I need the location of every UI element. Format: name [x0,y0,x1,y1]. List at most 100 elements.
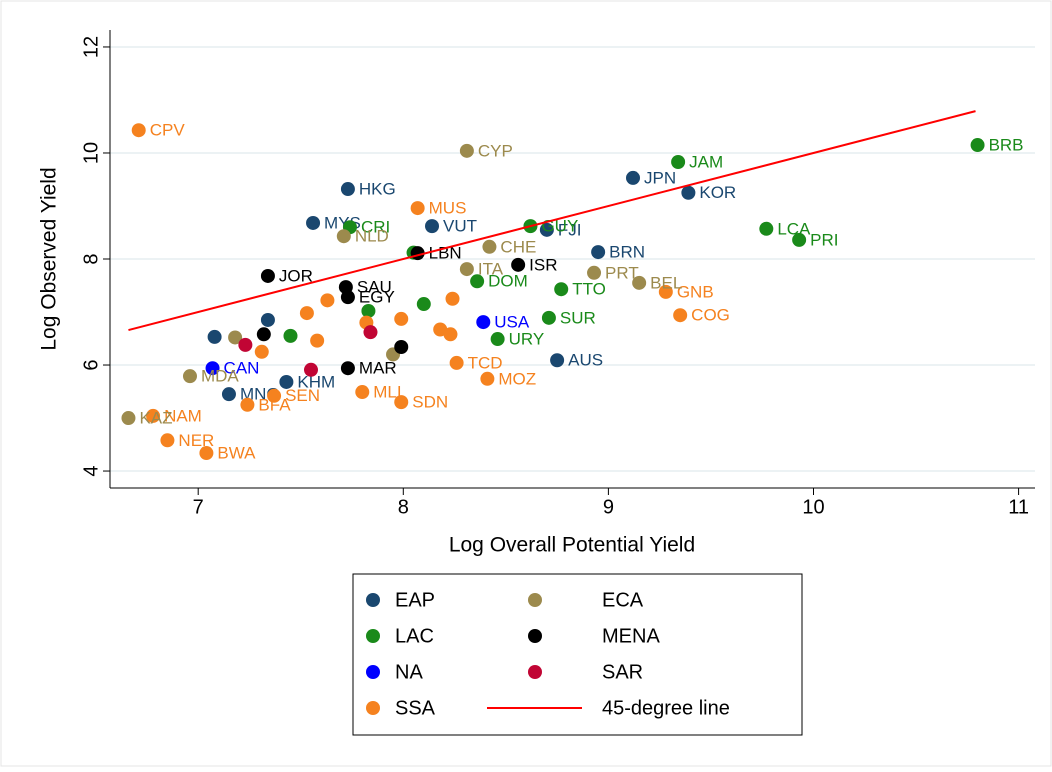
point-label: KAZ [139,409,172,428]
point [121,411,136,426]
point-label: SEN [285,386,320,405]
point [240,397,255,412]
point [587,265,602,280]
point-label: VUT [443,217,477,236]
point-label: AUS [568,351,603,370]
point-label: HKG [359,180,396,199]
legend-marker [366,701,380,715]
point-label: BRB [989,136,1024,155]
point [410,201,425,216]
point-label: USA [494,313,530,332]
point-label: MDA [201,367,239,386]
point-label: JPN [644,168,676,187]
point [199,446,214,461]
point-label: PRI [810,230,838,249]
y-tick-label: 8 [80,253,102,264]
point-label: NLD [355,227,389,246]
point [363,325,378,340]
point [480,371,495,386]
point [792,232,807,247]
point-label: ITA [478,260,504,279]
point-label: LBN [429,244,462,263]
point-label: BEL [650,273,682,292]
point [541,310,556,325]
point-label: CHE [500,237,536,256]
x-tick-label: 9 [603,496,614,518]
point [340,361,355,376]
point [550,353,565,368]
point [260,312,275,327]
point-label: LCA [777,219,811,238]
point [131,123,146,138]
point [658,284,673,299]
point-label: KOR [699,183,736,202]
legend-label: NA [395,661,423,683]
point-label: TTO [572,280,606,299]
point-label: SAU [357,278,392,297]
point-label: MUS [429,199,467,218]
point [759,221,774,236]
point [336,229,351,244]
point [254,344,269,359]
point [459,262,474,277]
point [470,274,485,289]
y-tick-label: 12 [80,36,102,58]
point [459,143,474,158]
legend-marker [366,593,380,607]
x-tick-label: 8 [398,496,409,518]
point [443,327,458,342]
point-label: SUR [560,308,596,327]
point-label: EGY [359,288,395,307]
point [476,315,491,330]
point [425,219,440,234]
y-axis-title: Log Observed Yield [38,167,61,350]
point [267,388,282,403]
y-tick-label: 10 [80,142,102,164]
point [671,154,686,169]
point [394,339,409,354]
legend-marker [528,665,542,679]
point [361,303,376,318]
point-label: URY [509,330,545,349]
point-label: MLI [373,383,401,402]
x-tick-label: 10 [802,496,824,518]
point-label: MOZ [498,369,536,388]
point [539,222,554,237]
point [283,328,298,343]
legend-label: EAP [395,589,435,611]
point [256,327,271,342]
y-tick-label: 6 [80,359,102,370]
point-label: KHM [297,372,335,391]
point [306,215,321,230]
point [228,330,243,345]
point [355,385,370,400]
point [205,361,220,376]
point [279,374,294,389]
fit-line [128,110,976,332]
point-label: BFA [258,395,291,414]
point [673,308,688,323]
x-tick-label: 11 [1008,496,1029,518]
point [310,333,325,348]
legend-label: LAC [395,625,434,647]
point [681,185,696,200]
point [591,245,606,260]
point-label: BRN [609,243,645,262]
point [221,387,236,402]
y-tick-label: 4 [80,465,102,476]
point-label: SDN [412,393,448,412]
point [303,362,318,377]
legend-marker [528,629,542,643]
legend-label: 45-degree line [602,697,730,719]
point-label: TCD [468,353,503,372]
point [445,291,460,306]
point-label: MAR [359,359,397,378]
legend-label: ECA [602,589,644,611]
point-label: CPV [150,121,186,140]
point [394,395,409,410]
point-label: FJI [558,220,582,239]
point-label: CRI [361,218,390,237]
legend-marker [366,665,380,679]
legend-marker [366,629,380,643]
point [340,182,355,197]
